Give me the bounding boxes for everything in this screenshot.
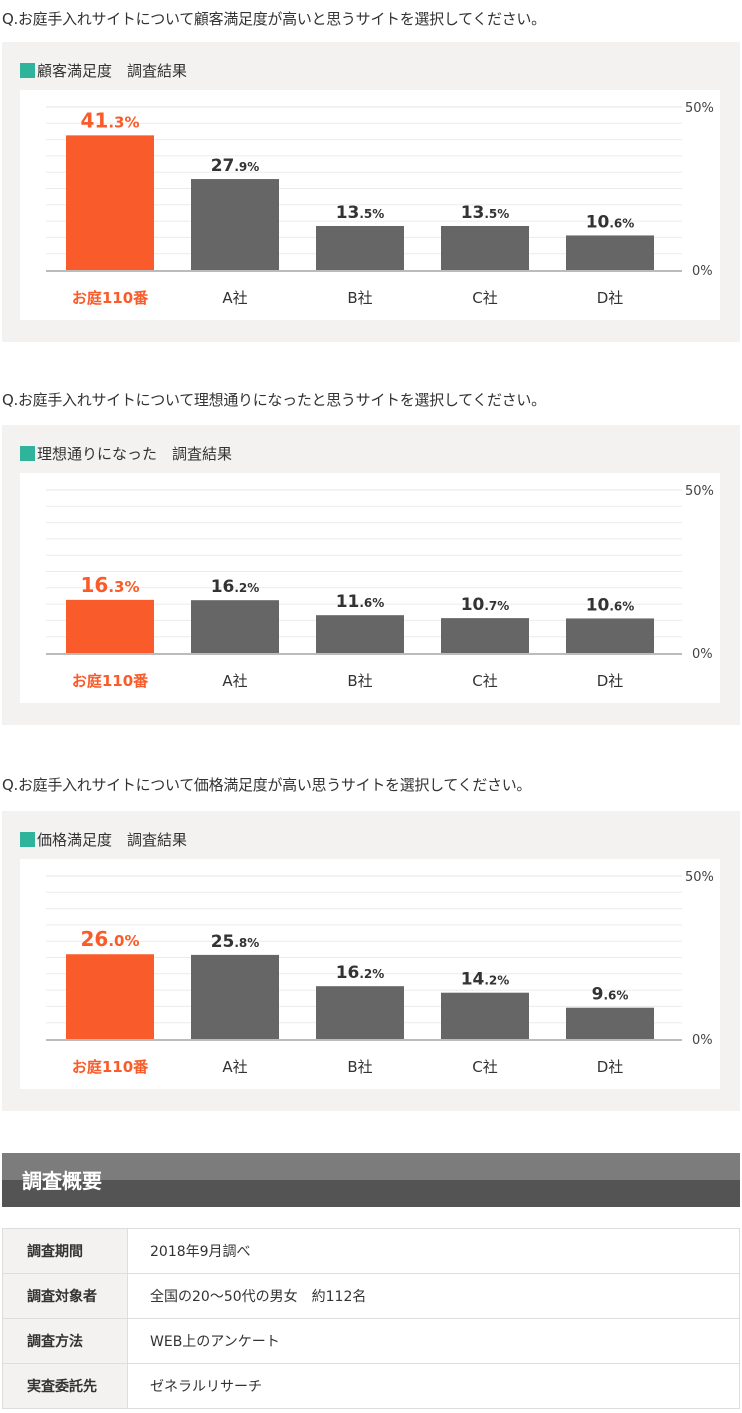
summary-header: 調査概要 <box>2 1153 740 1207</box>
bar <box>66 135 154 270</box>
value-label: 25.8% <box>211 932 260 952</box>
value-label: 13.5% <box>461 203 510 223</box>
bar-chart: 50% 0% 41.3% お庭110番 27.9% A社 13.5% B社 13.5% C社 10.… <box>46 101 714 307</box>
value-label: 10.6% <box>586 595 635 615</box>
bar <box>191 179 279 270</box>
category-label: お庭110番 <box>72 289 149 307</box>
value-label: 16.2% <box>336 963 385 983</box>
row-label: 調査対象者 <box>2 1273 128 1319</box>
category-label: D社 <box>597 672 624 690</box>
chart-title: 価格満足度 調査結果 <box>37 831 188 849</box>
category-label: お庭110番 <box>72 672 149 690</box>
category-label: C社 <box>472 1058 497 1076</box>
y-tick-label: 0% <box>692 647 713 662</box>
category-label: A社 <box>222 1058 247 1076</box>
value-label: 13.5% <box>336 203 385 223</box>
y-tick-label: 0% <box>692 1033 713 1048</box>
row-label: 調査方法 <box>2 1318 128 1364</box>
chart-title: 理想通りになった 調査結果 <box>37 445 233 463</box>
bar <box>566 618 654 653</box>
summary-table: 調査期間 2018年9月調べ 調査対象者 全国の20～50代の男女 約112名 調査… <box>2 1228 740 1409</box>
bar <box>441 618 529 653</box>
row-value: 全国の20～50代の男女 約112名 <box>127 1273 740 1319</box>
category-label: D社 <box>597 289 624 307</box>
category-label: A社 <box>222 289 247 307</box>
chart-box: 50% 0% 26.0% お庭110番 25.8% A社 16.2% B社 14.2% C社 9.6… <box>20 859 720 1089</box>
value-label: 27.9% <box>211 156 260 176</box>
square-icon <box>20 63 35 78</box>
chart-box: 50% 0% 16.3% お庭110番 16.2% A社 11.6% B社 10.7% C社 10.… <box>20 473 720 703</box>
category-label: B社 <box>347 1058 372 1076</box>
bar <box>316 986 404 1039</box>
row-label: 実査委託先 <box>2 1363 128 1409</box>
value-label: 11.6% <box>336 592 385 612</box>
row-value: 2018年9月調べ <box>127 1228 740 1274</box>
bar <box>566 235 654 270</box>
row-value: ゼネラルリサーチ <box>127 1363 740 1409</box>
square-icon <box>20 832 35 847</box>
value-label: 16.3% <box>80 573 139 597</box>
value-label: 9.6% <box>592 985 629 1005</box>
question-text: Q.お庭手入れサイトについて価格満足度が高い思うサイトを選択してください。 <box>2 776 532 794</box>
y-tick-label: 50% <box>685 484 714 499</box>
value-label: 10.6% <box>586 212 635 232</box>
chart-panel: 理想通りになった 調査結果 50% 0% 16.3% お庭110番 16.2% A社 11.… <box>2 425 740 725</box>
category-label: C社 <box>472 672 497 690</box>
category-label: B社 <box>347 289 372 307</box>
table-row: 調査方法 WEB上のアンケート <box>2 1318 740 1364</box>
bar <box>441 992 529 1039</box>
bar <box>66 954 154 1039</box>
bar <box>316 615 404 653</box>
chart-title: 顧客満足度 調査結果 <box>37 62 188 80</box>
bar <box>191 954 279 1039</box>
table-row: 調査対象者 全国の20～50代の男女 約112名 <box>2 1273 740 1319</box>
question-text: Q.お庭手入れサイトについて理想通りになったと思うサイトを選択してください。 <box>2 391 546 409</box>
category-label: D社 <box>597 1058 624 1076</box>
table-row: 実査委託先 ゼネラルリサーチ <box>2 1363 740 1409</box>
value-label: 10.7% <box>461 595 510 615</box>
category-label: C社 <box>472 289 497 307</box>
category-label: B社 <box>347 672 372 690</box>
bar <box>566 1007 654 1039</box>
y-tick-label: 0% <box>692 264 713 279</box>
table-row: 調査期間 2018年9月調べ <box>2 1228 740 1274</box>
chart-panel: 顧客満足度 調査結果 50% 0% 41.3% お庭110番 27.9% A社 13.5% B… <box>2 42 740 342</box>
row-label: 調査期間 <box>2 1228 128 1274</box>
question-text: Q.お庭手入れサイトについて顧客満足度が高いと思うサイトを選択してください。 <box>2 10 546 28</box>
y-tick-label: 50% <box>685 101 714 116</box>
value-label: 14.2% <box>461 970 510 990</box>
category-label: A社 <box>222 672 247 690</box>
category-label: お庭110番 <box>72 1058 149 1076</box>
row-value: WEB上のアンケート <box>127 1318 740 1364</box>
bar-chart: 50% 0% 26.0% お庭110番 25.8% A社 16.2% B社 14.2% C社 9.6… <box>46 870 714 1076</box>
y-tick-label: 50% <box>685 870 714 885</box>
value-label: 26.0% <box>80 927 139 951</box>
chart-panel: 価格満足度 調査結果 50% 0% 26.0% お庭110番 25.8% A社 16.2% B… <box>2 811 740 1111</box>
bar-chart: 50% 0% 16.3% お庭110番 16.2% A社 11.6% B社 10.7% C社 10.… <box>46 484 714 690</box>
bar <box>441 225 529 270</box>
bar <box>316 225 404 270</box>
value-label: 16.2% <box>211 577 260 597</box>
value-label: 41.3% <box>80 108 139 132</box>
square-icon <box>20 446 35 461</box>
summary-title: 調査概要 <box>22 1169 102 1193</box>
bar <box>191 600 279 653</box>
chart-box: 50% 0% 41.3% お庭110番 27.9% A社 13.5% B社 13.5% C社 10.… <box>20 90 720 320</box>
bar <box>66 599 154 653</box>
